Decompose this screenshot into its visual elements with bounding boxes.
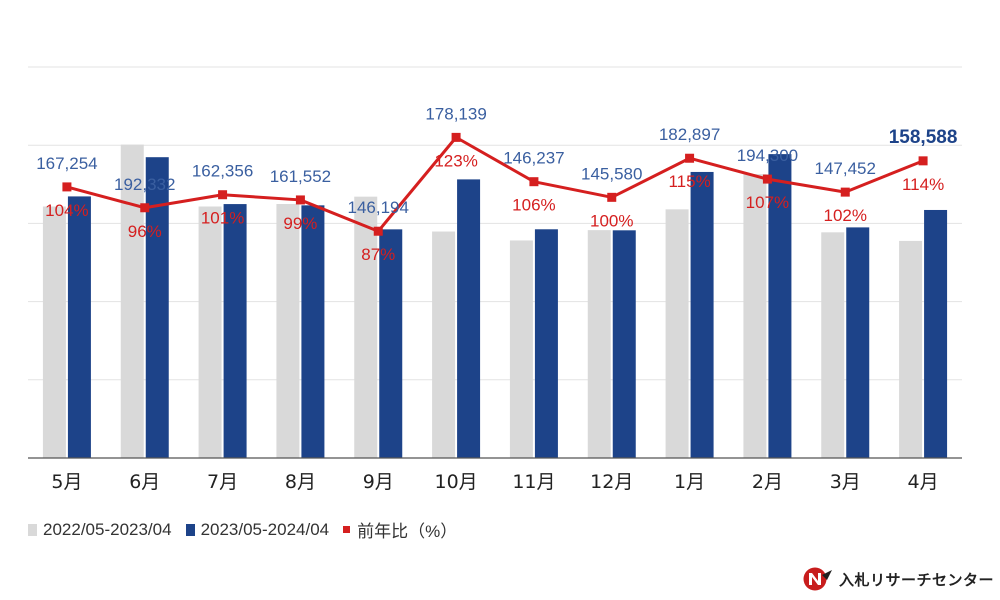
bars [42,144,948,459]
ratio-label: 102% [824,206,867,225]
bar-curr-year-5 [379,229,403,458]
bar-curr-year-6 [457,179,481,458]
bar-curr-year-8 [612,230,636,458]
ratio-point-4 [295,195,305,205]
bar-curr-year-11 [846,227,870,458]
legend-marker-yoy [343,526,351,533]
value-label: 194,300 [737,146,798,165]
bar-prev-year-6 [432,231,456,458]
x-tick-label: 3月 [830,471,861,493]
legend-item-prev-year: 2022/05-2023/04 [28,520,172,540]
x-tick-label: 10月 [434,471,477,493]
x-tick-label: 1月 [674,471,705,493]
bar-prev-year-4 [276,204,300,458]
value-label: 147,452 [815,159,876,178]
x-tick-label: 9月 [363,471,394,493]
value-label: 146,194 [348,198,409,217]
bar-prev-year-11 [821,232,845,458]
ratio-label: 107% [746,193,789,212]
legend-label-yoy: 前年比（%） [357,522,458,541]
bar-prev-year-12 [899,240,923,458]
ratio-label: 87% [361,245,395,264]
x-tick-label: 12月 [590,471,633,493]
value-label: 146,237 [503,149,564,168]
ratio-point-6 [451,132,461,142]
ratio-label: 123% [434,151,477,170]
bar-prev-year-9 [665,209,689,458]
x-tick-label: 5月 [51,471,82,493]
ratio-label: 115% [668,172,710,191]
brand-logo: 入札リサーチセンター [803,566,994,592]
bar-curr-year-9 [690,171,714,458]
legend-item-yoy: 前年比（%） [343,517,457,542]
ratio-line [62,132,928,236]
legend-swatch-prev-year [28,523,37,536]
bar-prev-year-8 [587,230,611,458]
value-label: 182,897 [659,125,720,144]
legend: 2022/05-2023/04 2023/05-2024/04 前年比（%） [28,517,471,542]
bar-curr-year-10 [768,154,792,458]
legend-item-curr-year: 2023/05-2024/04 [185,519,330,540]
ratio-label: 104% [45,201,88,220]
x-tick-label: 7月 [207,471,238,493]
ratio-point-1 [62,182,72,192]
ratio-point-8 [607,192,617,202]
ratio-label: 101% [201,209,244,228]
value-label: 178,139 [425,104,486,123]
x-tick-label: 6月 [129,471,160,493]
bar-prev-year-2 [120,144,144,458]
ratio-label: 100% [590,211,633,230]
brand-logo-icon [803,567,832,591]
bar-curr-year-7 [534,229,558,458]
bar-prev-year-7 [509,240,533,458]
value-label: 145,580 [581,164,642,183]
ratio-point-10 [762,174,772,184]
gridlines [28,66,962,381]
legend-label-curr-year: 2023/05-2024/04 [200,519,330,539]
ratio-point-9 [685,153,695,163]
ratio-point-11 [840,187,850,197]
x-tick-label: 11月 [512,471,555,493]
value-label: 167,254 [36,154,97,173]
ratio-point-5 [373,226,383,236]
x-tick-label: 4月 [908,471,939,493]
ratio-point-2 [140,203,150,213]
bar-prev-year-10 [743,174,767,458]
bar-curr-year-1 [67,196,91,459]
bar-prev-year-5 [354,196,378,459]
legend-label-prev-year: 2022/05-2023/04 [43,519,172,539]
x-axis: 5月 6月 7月 8月 9月 10月 11月 12月 1月 2月 3月 4月 [28,457,962,493]
ratio-point-3 [218,190,228,200]
ratio-point-7 [529,177,539,187]
x-tick-label: 2月 [752,471,783,493]
ratio-label: 99% [283,214,317,233]
value-label: 162,356 [192,162,253,181]
ratio-line-path [66,135,924,233]
ratio-label: 96% [128,222,162,241]
value-label: 192,332 [114,175,175,194]
legend-swatch-curr-year [185,523,195,536]
x-tick-label: 8月 [285,471,316,493]
bar-curr-year-2 [145,157,169,458]
ratio-label: 106% [512,196,555,215]
value-label: 158,588 [889,127,958,148]
ratio-label: 114% [902,175,944,194]
bar-curr-year-4 [301,205,325,458]
bar-curr-year-12 [924,209,948,458]
bar-curr-year-3 [223,204,247,458]
bar-prev-year-1 [42,206,66,458]
data-labels: 167,254 104% 192,332 96% 162,356 101% 161,552 9… [36,104,957,264]
brand-logo-text: 入札リサーチセンター [839,570,995,589]
value-label: 161,552 [270,167,331,186]
bar-prev-year-3 [198,206,222,458]
ratio-point-12 [918,156,928,166]
